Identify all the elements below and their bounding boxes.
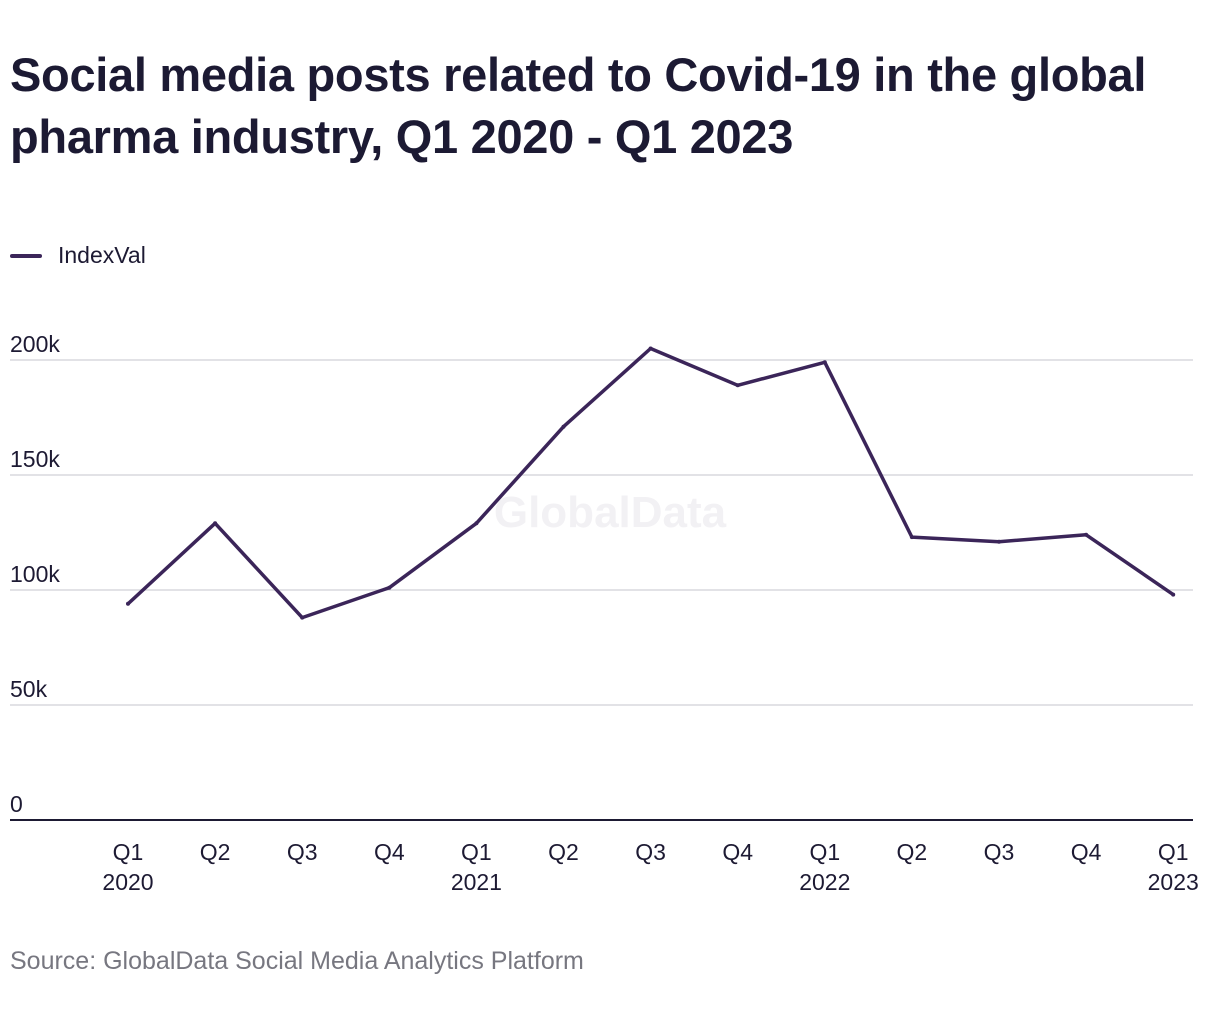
y-tick-labels: 0 50k 100k 150k 200k [10,331,60,817]
y-tick-label: 100k [10,561,60,587]
y-tick-label: 150k [10,446,60,472]
x-tick-label: Q4 [374,839,405,865]
x-tick-label: Q1 [113,839,144,865]
legend: IndexVal [10,242,146,269]
x-tick-label: Q4 [1071,839,1102,865]
y-tick-label: 50k [10,676,48,702]
legend-swatch-indexval [10,253,42,258]
legend-label-indexval: IndexVal [58,242,146,268]
data-point [300,615,305,620]
data-point [1171,592,1176,597]
data-point [213,521,218,526]
data-point [648,346,653,351]
x-tick-label: 2023 [1148,869,1199,895]
y-tick-label: 0 [10,791,23,817]
data-point [387,585,392,590]
x-tick-label: Q4 [722,839,753,865]
y-gridlines [10,359,1193,821]
data-point [474,521,479,526]
x-tick-label: Q3 [984,839,1015,865]
x-tick-label: 2020 [102,869,153,895]
x-tick-label: Q3 [287,839,318,865]
data-point [822,360,827,365]
x-tick-labels: Q1 2020 Q2 Q3 Q4 Q1 2021 Q2 Q3 Q4 Q1 2022 Q2 Q3 Q4 Q1 20… [102,839,1198,895]
x-tick-label: Q2 [200,839,231,865]
data-point [997,539,1001,544]
x-tick-label: Q1 [1158,839,1189,865]
chart-title: Social media posts related to Covid-19 i… [10,48,1147,163]
data-point [1084,532,1089,537]
source-note: Source: GlobalData Social Media Analytic… [10,947,584,975]
data-point [909,535,914,540]
data-point [735,383,740,388]
x-tick-label: Q3 [635,839,666,865]
x-tick-label: Q1 [809,839,840,865]
x-tick-label: Q1 [461,839,492,865]
watermark: GlobalData [494,488,727,537]
x-tick-label: Q2 [548,839,579,865]
y-tick-label: 200k [10,331,60,357]
series-line-indexval [126,346,1175,620]
series-layer [126,346,1176,620]
x-tick-label: 2022 [799,869,850,895]
x-tick-label: 2021 [451,869,502,895]
data-point [126,601,130,606]
data-point [561,424,566,429]
x-tick-label: Q2 [897,839,928,865]
